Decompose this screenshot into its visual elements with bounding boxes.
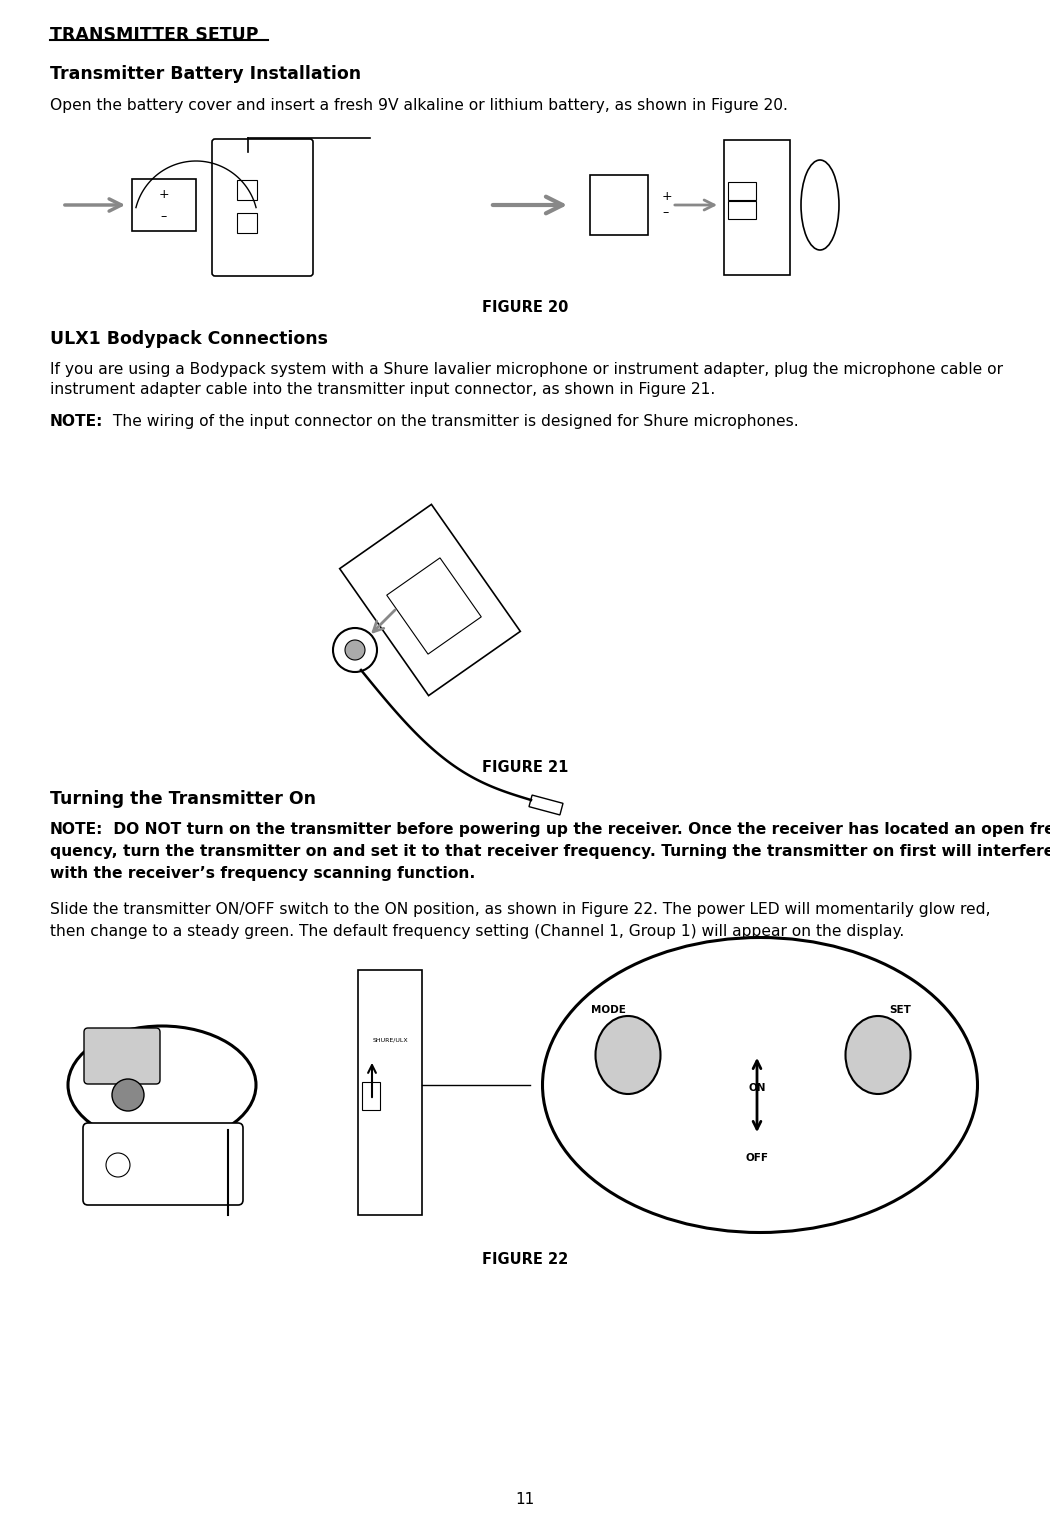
Circle shape	[333, 628, 377, 672]
Text: then change to a steady green. The default frequency setting (Channel 1, Group 1: then change to a steady green. The defau…	[50, 924, 904, 939]
Circle shape	[112, 1079, 144, 1111]
FancyBboxPatch shape	[84, 1028, 160, 1084]
Text: FIGURE 21: FIGURE 21	[482, 760, 568, 775]
Polygon shape	[237, 179, 257, 201]
Text: –: –	[161, 210, 167, 223]
Text: ON: ON	[749, 1082, 765, 1093]
FancyBboxPatch shape	[83, 1123, 243, 1205]
Text: +: +	[662, 190, 673, 204]
Text: The wiring of the input connector on the transmitter is designed for Shure micro: The wiring of the input connector on the…	[108, 413, 799, 429]
Text: SHURE/ULX: SHURE/ULX	[372, 1038, 407, 1043]
Text: with the receiver’s frequency scanning function.: with the receiver’s frequency scanning f…	[50, 866, 476, 882]
Circle shape	[345, 640, 365, 660]
Text: quency, turn the transmitter on and set it to that receiver frequency. Turning t: quency, turn the transmitter on and set …	[50, 844, 1050, 859]
Polygon shape	[132, 179, 196, 231]
Ellipse shape	[595, 1015, 660, 1094]
Text: –: –	[662, 207, 668, 219]
FancyBboxPatch shape	[728, 201, 756, 219]
Ellipse shape	[801, 160, 839, 249]
Ellipse shape	[68, 1026, 256, 1145]
Text: instrument adapter cable into the transmitter input connector, as shown in Figur: instrument adapter cable into the transm…	[50, 382, 715, 397]
FancyBboxPatch shape	[728, 182, 756, 201]
Polygon shape	[237, 213, 257, 233]
Text: MODE: MODE	[590, 1005, 626, 1015]
Text: ULX1 Bodypack Connections: ULX1 Bodypack Connections	[50, 330, 328, 348]
FancyBboxPatch shape	[212, 138, 313, 277]
Text: TRANSMITTER SETUP: TRANSMITTER SETUP	[50, 26, 258, 44]
Polygon shape	[529, 795, 563, 815]
Ellipse shape	[845, 1015, 910, 1094]
Text: FIGURE 20: FIGURE 20	[482, 299, 568, 315]
Text: NOTE:: NOTE:	[50, 413, 103, 429]
Text: +: +	[159, 188, 169, 202]
Polygon shape	[340, 505, 521, 696]
Text: SET: SET	[889, 1005, 911, 1015]
Text: 11: 11	[516, 1493, 534, 1506]
Text: FIGURE 22: FIGURE 22	[482, 1252, 568, 1268]
FancyBboxPatch shape	[724, 140, 790, 275]
Polygon shape	[590, 175, 648, 236]
Text: If you are using a Bodypack system with a Shure lavalier microphone or instrumen: If you are using a Bodypack system with …	[50, 362, 1003, 377]
Polygon shape	[386, 558, 481, 654]
Text: Transmitter Battery Installation: Transmitter Battery Installation	[50, 65, 361, 84]
FancyBboxPatch shape	[358, 970, 422, 1214]
Text: Turning the Transmitter On: Turning the Transmitter On	[50, 790, 316, 809]
Ellipse shape	[543, 938, 978, 1233]
Text: OFF: OFF	[746, 1154, 769, 1163]
Circle shape	[106, 1154, 130, 1176]
Text: NOTE:: NOTE:	[50, 822, 103, 838]
Text: DO NOT turn on the transmitter before powering up the receiver. Once the receive: DO NOT turn on the transmitter before po…	[108, 822, 1050, 838]
Text: Slide the transmitter ON/OFF switch to the ON position, as shown in Figure 22. T: Slide the transmitter ON/OFF switch to t…	[50, 901, 990, 917]
FancyBboxPatch shape	[362, 1082, 380, 1110]
Text: Open the battery cover and insert a fresh 9V alkaline or lithium battery, as sho: Open the battery cover and insert a fres…	[50, 97, 787, 112]
